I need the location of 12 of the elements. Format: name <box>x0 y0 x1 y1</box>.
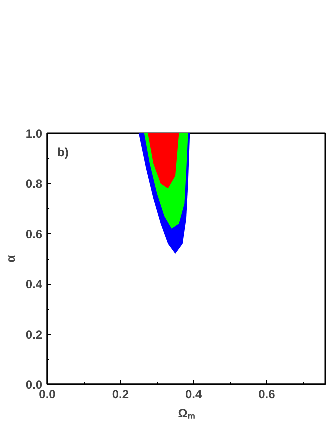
y-tick-label: 0.4 <box>26 278 43 292</box>
y-axis-title: α <box>4 254 18 263</box>
y-tick-label: 1.0 <box>26 127 43 141</box>
x-axis-title: Ωₘ <box>178 406 195 420</box>
annotation: b) <box>58 146 69 160</box>
y-tick-label: 0.2 <box>26 328 43 342</box>
y-tick-label: 0.6 <box>26 227 43 242</box>
y-tick-label: 0.8 <box>26 177 43 192</box>
x-tick-label: 0.4 <box>185 388 202 402</box>
x-tick-label: 0.0 <box>39 388 56 402</box>
x-tick-label: 0.6 <box>258 388 276 402</box>
x-tick-label: 0.2 <box>112 388 130 402</box>
